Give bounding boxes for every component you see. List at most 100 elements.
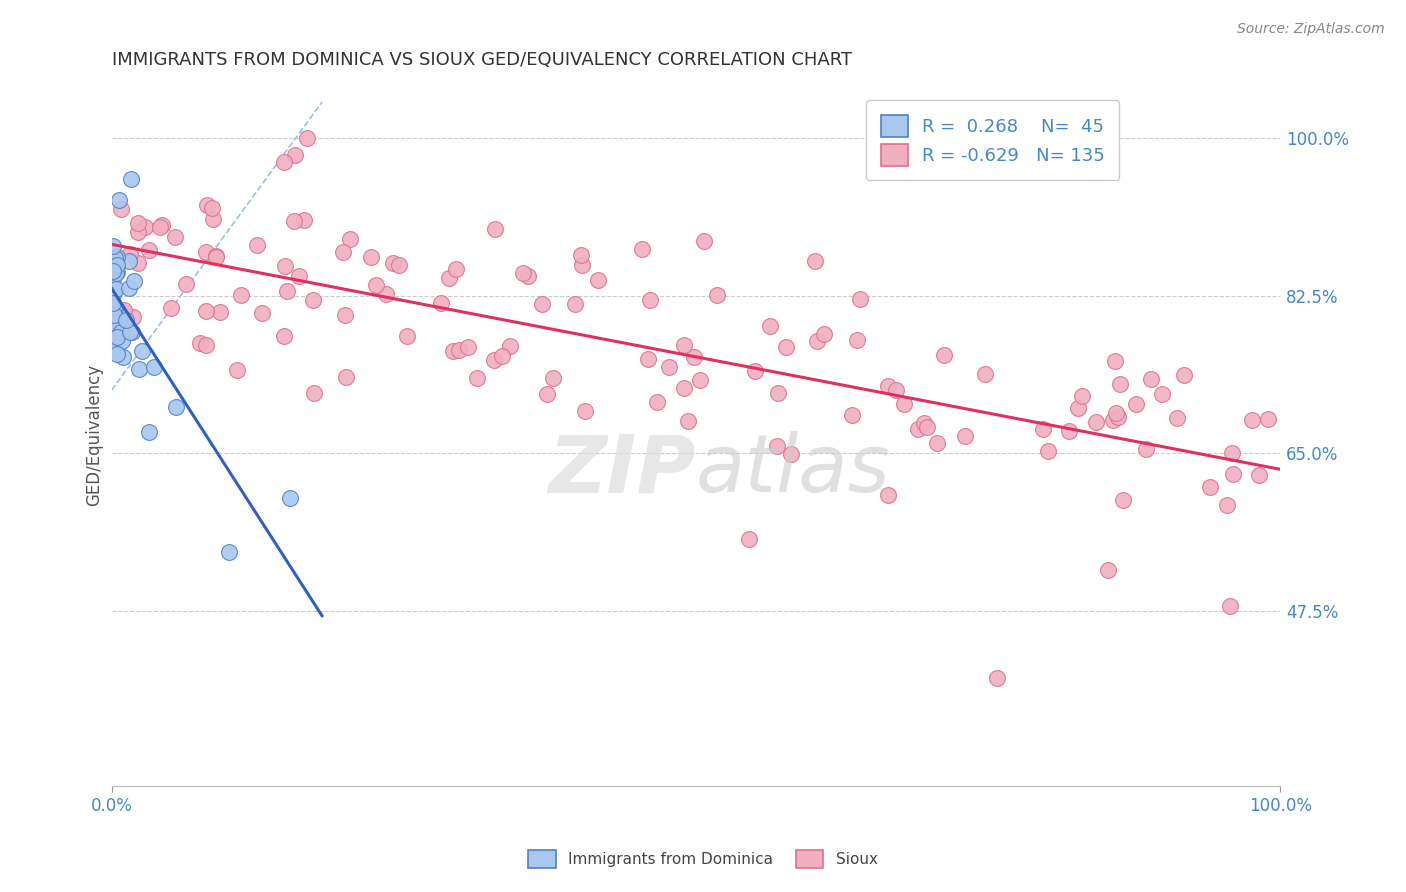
- Text: IMMIGRANTS FROM DOMINICA VS SIOUX GED/EQUIVALENCY CORRELATION CHART: IMMIGRANTS FROM DOMINICA VS SIOUX GED/EQ…: [111, 51, 852, 69]
- Point: [1125, 397, 1147, 411]
- Point: [516, 269, 538, 284]
- Point: [128, 362, 150, 376]
- Point: [395, 328, 418, 343]
- Point: [765, 439, 787, 453]
- Point: [195, 338, 218, 352]
- Point: [114, 313, 136, 327]
- Point: [229, 288, 252, 302]
- Point: [103, 308, 125, 322]
- Point: [1241, 413, 1264, 427]
- Point: [105, 330, 128, 344]
- Point: [304, 386, 326, 401]
- Point: [101, 288, 124, 302]
- Point: [804, 254, 827, 268]
- Point: [806, 334, 828, 348]
- Point: [118, 253, 141, 268]
- Point: [932, 348, 955, 362]
- Point: [104, 301, 127, 315]
- Point: [1216, 499, 1239, 513]
- Point: [381, 256, 404, 270]
- Point: [915, 420, 938, 434]
- Point: [108, 193, 131, 207]
- Legend: Immigrants from Dominica, Sioux: Immigrants from Dominica, Sioux: [522, 844, 884, 873]
- Point: [122, 310, 145, 325]
- Point: [101, 329, 124, 343]
- Point: [110, 326, 132, 340]
- Point: [209, 305, 232, 319]
- Point: [912, 416, 935, 430]
- Point: [658, 360, 681, 375]
- Point: [877, 379, 900, 393]
- Point: [1085, 415, 1108, 429]
- Point: [457, 340, 479, 354]
- Point: [202, 211, 225, 226]
- Point: [1135, 442, 1157, 456]
- Point: [1071, 389, 1094, 403]
- Point: [335, 369, 357, 384]
- Point: [1150, 387, 1173, 401]
- Point: [645, 395, 668, 409]
- Point: [1032, 422, 1054, 436]
- Point: [775, 340, 797, 354]
- Point: [1220, 446, 1243, 460]
- Point: [284, 148, 307, 162]
- Point: [101, 342, 124, 356]
- Point: [273, 329, 295, 343]
- Point: [160, 301, 183, 315]
- Point: [107, 315, 129, 329]
- Point: [564, 297, 586, 311]
- Point: [744, 364, 766, 378]
- Point: [541, 370, 564, 384]
- Point: [1219, 599, 1241, 614]
- Point: [104, 266, 127, 280]
- Point: [127, 256, 149, 270]
- Point: [1139, 372, 1161, 386]
- Point: [283, 214, 305, 228]
- Point: [447, 343, 470, 357]
- Point: [297, 131, 319, 145]
- Point: [118, 281, 141, 295]
- Point: [165, 401, 187, 415]
- Point: [120, 246, 142, 260]
- Point: [849, 292, 872, 306]
- Point: [114, 303, 136, 318]
- Text: atlas: atlas: [696, 431, 890, 509]
- Point: [1166, 411, 1188, 425]
- Point: [437, 270, 460, 285]
- Point: [766, 386, 789, 401]
- Point: [430, 296, 453, 310]
- Point: [163, 230, 186, 244]
- Point: [273, 155, 295, 169]
- Point: [678, 414, 700, 428]
- Text: Source: ZipAtlas.com: Source: ZipAtlas.com: [1237, 22, 1385, 37]
- Point: [112, 350, 135, 364]
- Point: [201, 201, 224, 215]
- Point: [986, 671, 1008, 685]
- Point: [103, 316, 125, 330]
- Point: [218, 545, 240, 559]
- Point: [1198, 479, 1220, 493]
- Point: [252, 305, 274, 319]
- Point: [120, 326, 142, 340]
- Point: [127, 225, 149, 239]
- Point: [1104, 354, 1126, 368]
- Point: [101, 239, 124, 253]
- Point: [1107, 409, 1129, 424]
- Point: [138, 243, 160, 257]
- Point: [682, 350, 704, 364]
- Point: [339, 232, 361, 246]
- Point: [586, 273, 609, 287]
- Point: [907, 422, 929, 436]
- Point: [1067, 401, 1090, 416]
- Point: [499, 339, 522, 353]
- Point: [108, 312, 131, 326]
- Point: [877, 488, 900, 502]
- Point: [845, 333, 868, 347]
- Point: [101, 296, 124, 310]
- Point: [101, 261, 124, 276]
- Point: [101, 272, 124, 286]
- Point: [1059, 425, 1081, 439]
- Point: [101, 285, 124, 300]
- Legend: R =  0.268    N=  45, R = -0.629   N= 135: R = 0.268 N= 45, R = -0.629 N= 135: [866, 100, 1119, 180]
- Y-axis label: GED/Equivalency: GED/Equivalency: [86, 364, 103, 506]
